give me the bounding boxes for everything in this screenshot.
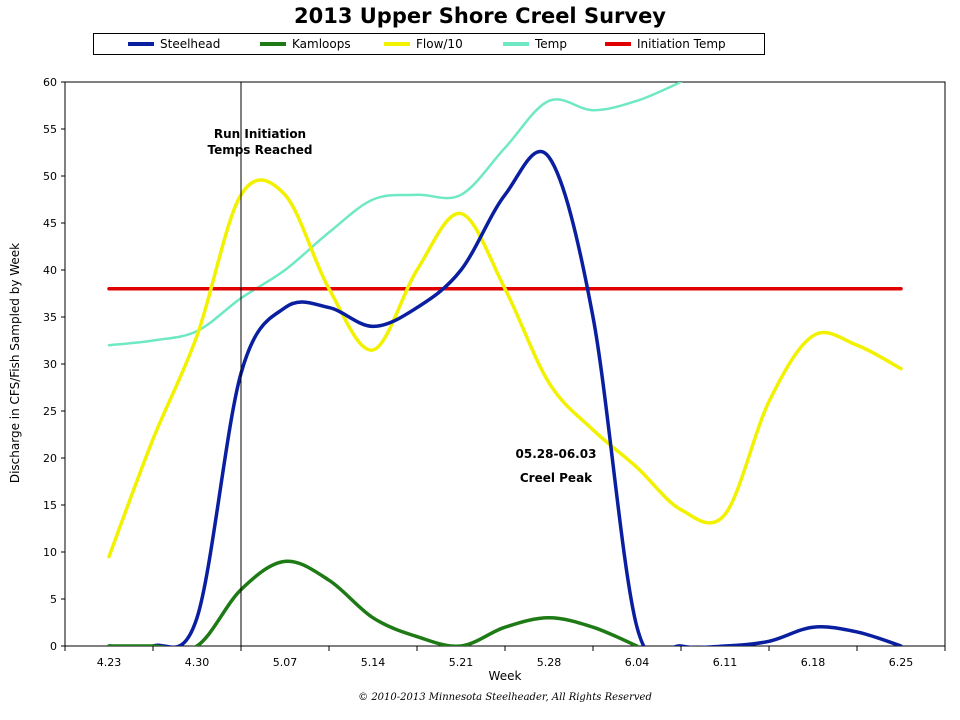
x-tick-label: 6.04 xyxy=(625,656,650,669)
legend-swatch-kamloops xyxy=(260,42,286,46)
y-tick-label: 50 xyxy=(43,170,57,183)
y-tick-label: 60 xyxy=(43,76,57,89)
y-tick-label: 45 xyxy=(43,217,57,230)
chart-title: 2013 Upper Shore Creel Survey xyxy=(293,4,666,28)
annotation-creel-peak-2: Creel Peak xyxy=(520,471,593,485)
legend-item-temp: Temp xyxy=(503,34,567,54)
x-tick-label: 4.23 xyxy=(97,656,122,669)
series-line-flow-10 xyxy=(107,178,903,559)
x-tick-label: 4.30 xyxy=(185,656,210,669)
x-tick-label: 5.21 xyxy=(449,656,474,669)
legend-item-steelhead: Steelhead xyxy=(128,34,220,54)
y-axis-label-text: Discharge in CFS/Fish Sampled by Week xyxy=(8,242,22,484)
series-line-temp xyxy=(107,82,683,347)
chart-legend: Steelhead Kamloops Flow/10 Temp Initiati… xyxy=(93,33,765,55)
x-tick-label: 6.18 xyxy=(801,656,826,669)
copyright-notice: © 2010-2013 Minnesota Steelheader, All R… xyxy=(358,692,652,703)
annotation-run-initiation-2: Temps Reached xyxy=(207,143,312,157)
y-tick-label: 10 xyxy=(43,546,57,559)
legend-item-flow: Flow/10 xyxy=(384,34,463,54)
x-axis: 4.23 4.30 5.07 5.14 5.21 5.28 6.04 6.11 6.18 6.25 xyxy=(64,646,946,669)
y-tick-label: 0 xyxy=(50,640,57,653)
y-tick-label: 55 xyxy=(43,123,57,136)
legend-label-temp: Temp xyxy=(535,37,567,51)
legend-label-flow: Flow/10 xyxy=(416,37,463,51)
y-axis: 0 5 10 15 20 25 30 35 40 45 50 55 60 xyxy=(43,76,65,653)
legend-swatch-steelhead xyxy=(128,42,154,46)
y-tick-label: 30 xyxy=(43,358,57,371)
y-tick-label: 40 xyxy=(43,264,57,277)
x-axis-label: Week xyxy=(488,669,522,683)
y-tick-label: 25 xyxy=(43,405,57,418)
x-tick-label: 6.11 xyxy=(713,656,738,669)
legend-label-kamloops: Kamloops xyxy=(292,37,351,51)
legend-item-kamloops: Kamloops xyxy=(260,34,351,54)
plot-area xyxy=(64,81,946,647)
x-tick-label: 5.07 xyxy=(273,656,298,669)
legend-label-steelhead: Steelhead xyxy=(160,37,221,51)
legend-swatch-flow xyxy=(384,42,410,46)
annotation-creel-peak-1: 05.28-06.03 xyxy=(516,447,597,461)
x-tick-label: 6.25 xyxy=(889,656,914,669)
y-tick-label: 35 xyxy=(43,311,57,324)
legend-item-initiation-temp: Initiation Temp xyxy=(605,34,726,54)
annotation-run-initiation-1: Run Initiation xyxy=(214,127,306,141)
y-tick-label: 15 xyxy=(43,499,57,512)
y-tick-label: 5 xyxy=(50,593,57,606)
legend-swatch-temp xyxy=(503,42,529,46)
legend-label-initiation-temp: Initiation Temp xyxy=(637,37,726,51)
x-tick-label: 5.28 xyxy=(537,656,562,669)
legend-swatch-initiation-temp xyxy=(605,42,631,46)
y-tick-label: 20 xyxy=(43,452,57,465)
x-tick-label: 5.14 xyxy=(361,656,386,669)
series-line-kamloops xyxy=(107,559,639,646)
series-line-steelhead xyxy=(107,149,903,646)
